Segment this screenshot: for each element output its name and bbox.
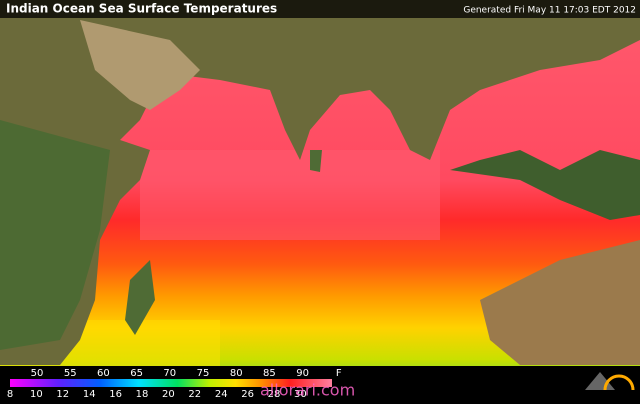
land-africa [0,120,110,350]
celsius-label: 18 [136,389,149,400]
fahrenheit-label: 90 [296,368,309,379]
celsius-labels: 8 10 12 14 16 18 20 22 24 26 28 30 [7,389,307,400]
fahrenheit-label: 55 [64,368,77,379]
celsius-label: 16 [109,389,122,400]
land-sri-lanka [310,150,322,172]
fahrenheit-label: 50 [31,368,44,379]
celsius-label: 24 [215,389,228,400]
watermark: allorari.com [260,381,355,400]
generated-time: Generated Fri May 11 17:03 EDT 2012 [463,6,636,16]
celsius-label: 8 [7,389,13,400]
celsius-label: 22 [188,389,201,400]
land-australia [480,240,640,365]
fahrenheit-label: 65 [130,368,143,379]
celsius-label: 12 [56,389,69,400]
logo-rainbow [603,374,635,391]
warm-pool [140,150,440,240]
fahrenheit-unit: F [336,368,342,379]
fahrenheit-label: 80 [230,368,243,379]
header-bar [0,0,640,18]
celsius-label: 10 [30,389,43,400]
fahrenheit-label: 70 [163,368,176,379]
fahrenheit-label: 60 [97,368,110,379]
celsius-label: 26 [241,389,254,400]
celsius-label: 14 [83,389,96,400]
color-scale [10,379,332,387]
celsius-label: 28 [268,389,281,400]
logo-icon [585,372,615,390]
fahrenheit-label: 85 [263,368,276,379]
land-madagascar [125,260,155,335]
celsius-label: 20 [162,389,175,400]
title: Indian Ocean Sea Surface Temperatures [6,2,277,16]
celsius-label: 30 [294,389,307,400]
fahrenheit-label: 75 [197,368,210,379]
fahrenheit-labels: 50 55 60 65 70 75 80 85 90 F [31,368,342,379]
land-arabia [80,20,200,110]
land-indonesia [450,150,640,220]
